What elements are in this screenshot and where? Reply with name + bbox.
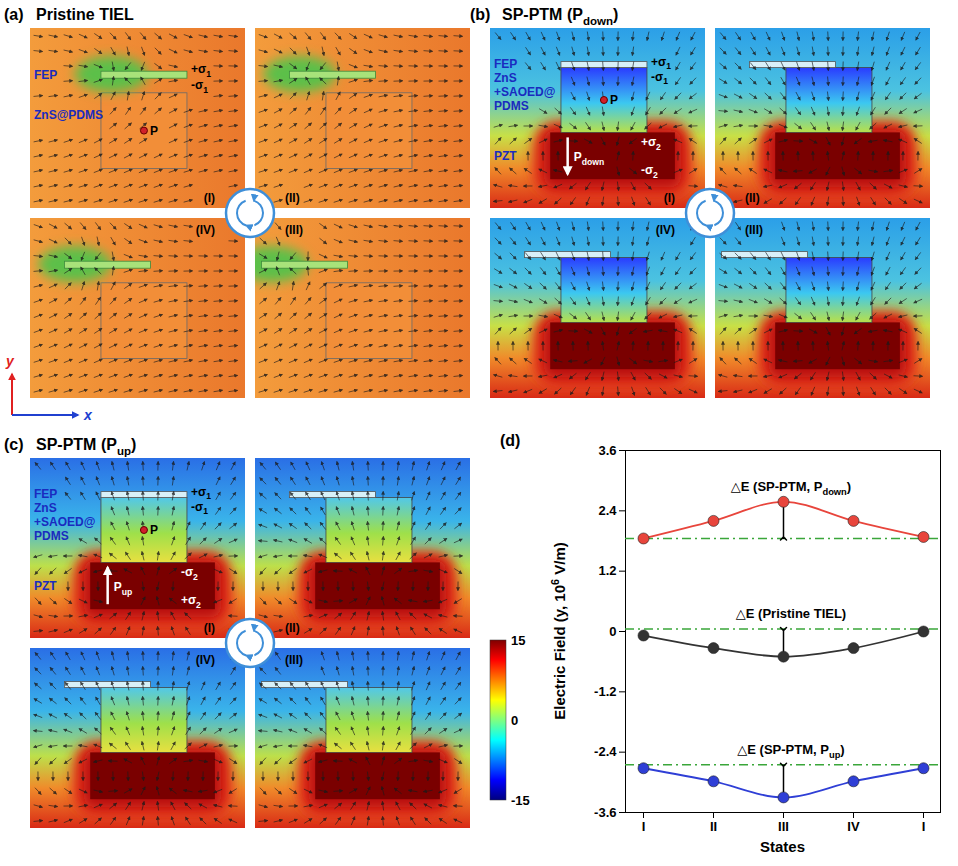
svg-text:x: x <box>83 407 93 423</box>
svg-text:-σ1: -σ1 <box>191 500 208 517</box>
svg-text:(b): (b) <box>470 6 490 23</box>
svg-text:△E (SP-PTM, Pup): △E (SP-PTM, Pup) <box>737 742 844 760</box>
svg-text:Pristine TIEL: Pristine TIEL <box>36 6 134 23</box>
svg-text:(d): (d) <box>500 432 520 449</box>
svg-text:-15: -15 <box>511 793 530 808</box>
svg-text:(c): (c) <box>4 436 24 453</box>
svg-text:+σ1: +σ1 <box>191 62 211 79</box>
svg-text:y: y <box>5 353 15 369</box>
svg-text:II: II <box>710 819 717 834</box>
svg-text:PZT: PZT <box>494 149 517 163</box>
svg-text:-σ1: -σ1 <box>191 78 208 95</box>
svg-text:-σ1: -σ1 <box>651 70 668 87</box>
svg-text:3.6: 3.6 <box>598 443 616 458</box>
svg-text:Electric Field (y, 106 V/m): Electric Field (y, 106 V/m) <box>549 542 568 719</box>
svg-text:I: I <box>922 819 926 834</box>
svg-text:0: 0 <box>511 713 518 728</box>
svg-text:PZT: PZT <box>34 579 57 593</box>
svg-text:-1.2: -1.2 <box>594 684 616 699</box>
svg-text:(III): (III) <box>745 223 763 237</box>
svg-text:I: I <box>642 819 646 834</box>
svg-text:SP-PTM (Pdown): SP-PTM (Pdown) <box>502 6 618 27</box>
svg-text:+σ1: +σ1 <box>651 54 671 72</box>
svg-text:FEP: FEP <box>34 487 57 501</box>
svg-text:FEP: FEP <box>34 68 57 82</box>
svg-text:-3.6: -3.6 <box>594 805 616 820</box>
svg-text:+SAOED@: +SAOED@ <box>34 515 95 529</box>
svg-text:SP-PTM (Pup): SP-PTM (Pup) <box>36 436 136 457</box>
svg-text:Pdown: Pdown <box>574 150 605 167</box>
svg-text:PDMS: PDMS <box>494 99 529 113</box>
svg-text:2.4: 2.4 <box>598 503 617 518</box>
svg-text:P: P <box>610 93 618 107</box>
svg-text:III: III <box>778 819 789 834</box>
svg-text:(II): (II) <box>285 621 300 635</box>
svg-text:+σ2: +σ2 <box>641 135 661 152</box>
svg-text:+σ1: +σ1 <box>190 484 211 502</box>
svg-text:+σ2: +σ2 <box>181 593 201 610</box>
svg-text:ZnS@PDMS: ZnS@PDMS <box>34 108 103 122</box>
svg-text:PDMS: PDMS <box>34 529 69 543</box>
svg-text:States: States <box>760 838 805 855</box>
svg-text:-σ2: -σ2 <box>181 565 198 582</box>
svg-text:Pup: Pup <box>114 580 133 597</box>
svg-text:(I): (I) <box>204 621 215 635</box>
svg-text:(I): (I) <box>204 191 215 205</box>
svg-text:(IV): (IV) <box>196 653 215 667</box>
svg-text:P: P <box>150 124 158 138</box>
svg-text:0: 0 <box>609 624 616 639</box>
svg-text:IV: IV <box>847 819 860 834</box>
svg-text:(I): (I) <box>664 191 675 205</box>
svg-text:-σ2: -σ2 <box>641 163 658 180</box>
svg-text:1.2: 1.2 <box>598 563 616 578</box>
svg-text:P: P <box>150 523 158 537</box>
svg-text:(a): (a) <box>4 6 24 23</box>
svg-text:ZnS: ZnS <box>494 71 517 85</box>
svg-text:(III): (III) <box>285 653 303 667</box>
svg-text:(II): (II) <box>745 191 760 205</box>
svg-text:FEP: FEP <box>494 57 517 71</box>
svg-text:(II): (II) <box>285 191 300 205</box>
svg-text:-2.4: -2.4 <box>594 744 617 759</box>
svg-text:△E (SP-PTM, Pdown): △E (SP-PTM, Pdown) <box>731 479 851 497</box>
svg-text:(IV): (IV) <box>196 223 215 237</box>
svg-text:ZnS: ZnS <box>34 501 57 515</box>
svg-text:(III): (III) <box>285 223 303 237</box>
svg-text:△E (Pristine TIEL): △E (Pristine TIEL) <box>736 606 846 621</box>
svg-text:+SAOED@: +SAOED@ <box>494 85 555 99</box>
svg-text:15: 15 <box>511 633 525 648</box>
svg-text:(IV): (IV) <box>656 223 675 237</box>
